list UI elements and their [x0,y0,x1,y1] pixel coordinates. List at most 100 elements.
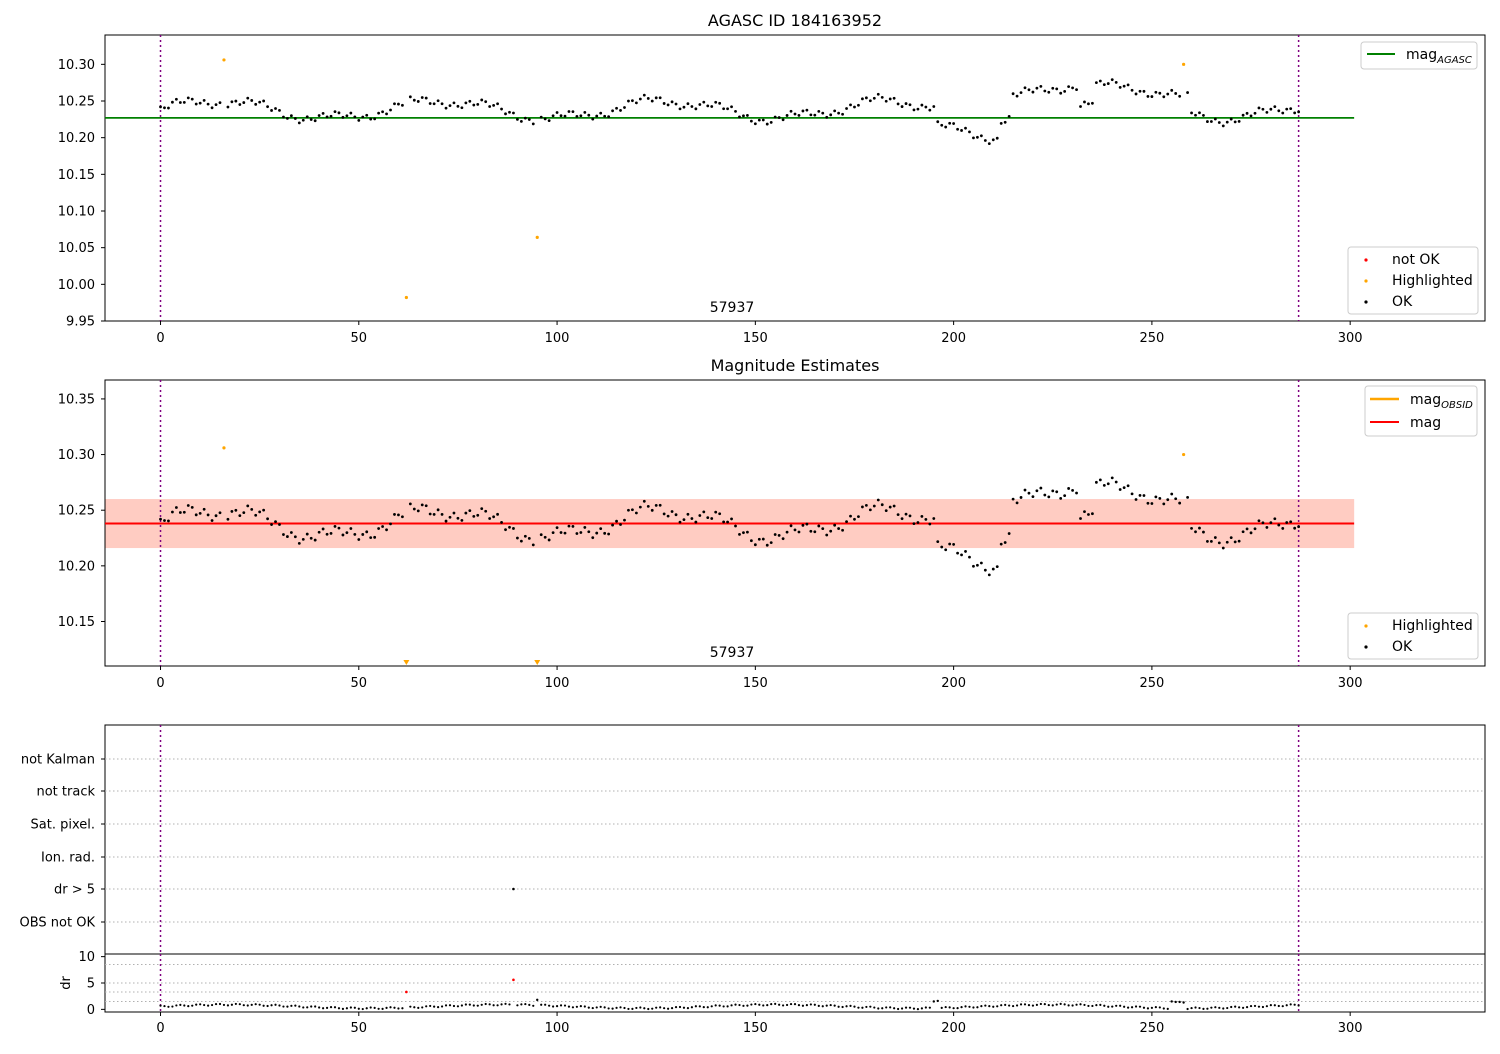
ok-point [460,106,464,110]
dr-point [1023,1003,1027,1006]
dr-point [282,1005,285,1008]
ok-point [1079,517,1082,520]
ok-point [1063,89,1067,93]
dr-point [171,1005,174,1008]
ok-point [805,108,809,112]
ok-point [488,517,492,520]
highlighted-legend-label: Highlighted [1392,273,1473,289]
ok-point [833,109,837,113]
ok-point [1003,120,1007,124]
ok-point [424,504,428,508]
ok-point [813,113,817,117]
dr-point [417,1006,420,1009]
dr-point [1206,1007,1209,1010]
dr-point [333,1006,337,1009]
ok-point [964,550,967,553]
ok-point [1170,88,1174,92]
dr-point [817,1004,820,1007]
ok-point [698,514,702,517]
ok-point [480,507,484,511]
dr-point [1285,1004,1288,1007]
dr-point [774,1002,777,1006]
dr-point [972,1006,975,1009]
dr-point [1008,1004,1011,1007]
dr-point [214,1002,218,1006]
ok-point [531,122,535,126]
ok-point [190,97,194,101]
ok-point [872,96,876,100]
ok-point [793,112,797,116]
dr-point [865,1005,868,1009]
ok-point [1269,521,1273,525]
agasc-panel: AGASC ID 184163952 9.95 10.00 10.05 10.10 10… [58,11,1486,346]
ok-point [944,125,948,129]
ok-point [512,527,515,530]
dr-point [833,1004,836,1007]
ok-point [1138,89,1142,93]
ok-point [329,114,333,118]
dr-point [222,1003,226,1007]
y-tick-label: 10.15 [58,615,95,630]
dr-point [1265,1005,1268,1008]
x-tick-label: 200 [941,331,966,346]
ok-point [801,109,805,113]
dr-point [314,1005,317,1008]
dr-point [857,1006,860,1009]
dr-point [532,1004,535,1007]
ok-point [936,120,940,124]
ok-point [761,537,765,541]
ok-point [508,525,511,529]
ok-point [436,508,440,512]
dr-point [329,1006,333,1009]
ok-point [781,118,785,122]
dr-point [904,1006,908,1009]
ok-point [1297,525,1301,529]
ok-point [1071,488,1074,492]
dr-point [1158,1006,1161,1009]
magest-y-ticks: 10.15 10.20 10.25 10.30 10.35 [58,392,105,630]
dr-point [988,1005,991,1008]
magest-line-legend[interactable]: magOBSID mag [1364,385,1478,437]
dr-point [667,1007,670,1010]
ok-point [658,503,662,507]
dr-point [1162,1007,1165,1010]
dr-point [1182,1001,1185,1004]
ok-point [1237,119,1241,123]
ok-point [1297,110,1301,114]
ok-point [456,516,460,520]
agasc-point-legend[interactable]: not OK Highlighted OK [1347,246,1479,315]
ok-point [646,97,650,100]
ok-point [1130,492,1134,496]
ok-point [1051,489,1055,493]
dr-point [1083,1003,1086,1007]
ok-point [892,504,896,508]
ok-point [1142,494,1146,497]
ok-point [718,101,722,105]
dr-point [484,1002,487,1006]
ok-point [551,531,555,535]
dr-point [563,1004,567,1007]
ok-point [631,99,634,103]
dr-point [1174,1000,1177,1004]
dr-point [1202,1007,1205,1010]
ok-point [194,102,198,106]
ok-point [305,115,309,119]
ok-point [194,513,198,517]
ok-point [1257,106,1261,110]
dr-point [639,1006,642,1009]
ok-point [789,109,793,113]
ok-point [1202,114,1205,117]
dr-point [1194,1006,1197,1009]
ok-point [357,538,361,541]
dr-point [1297,1004,1300,1007]
dr-point [595,1006,598,1009]
ok-point [555,111,559,114]
magest-point-legend[interactable]: Highlighted OK [1347,612,1479,660]
ok-point [385,528,388,532]
agasc-line-legend[interactable]: magAGASC [1360,41,1478,70]
dr-point [1242,1006,1245,1009]
ok-point [809,113,813,117]
ok-point [575,114,579,118]
not-ok-legend-label: not OK [1392,252,1440,268]
ok-point [678,107,682,111]
